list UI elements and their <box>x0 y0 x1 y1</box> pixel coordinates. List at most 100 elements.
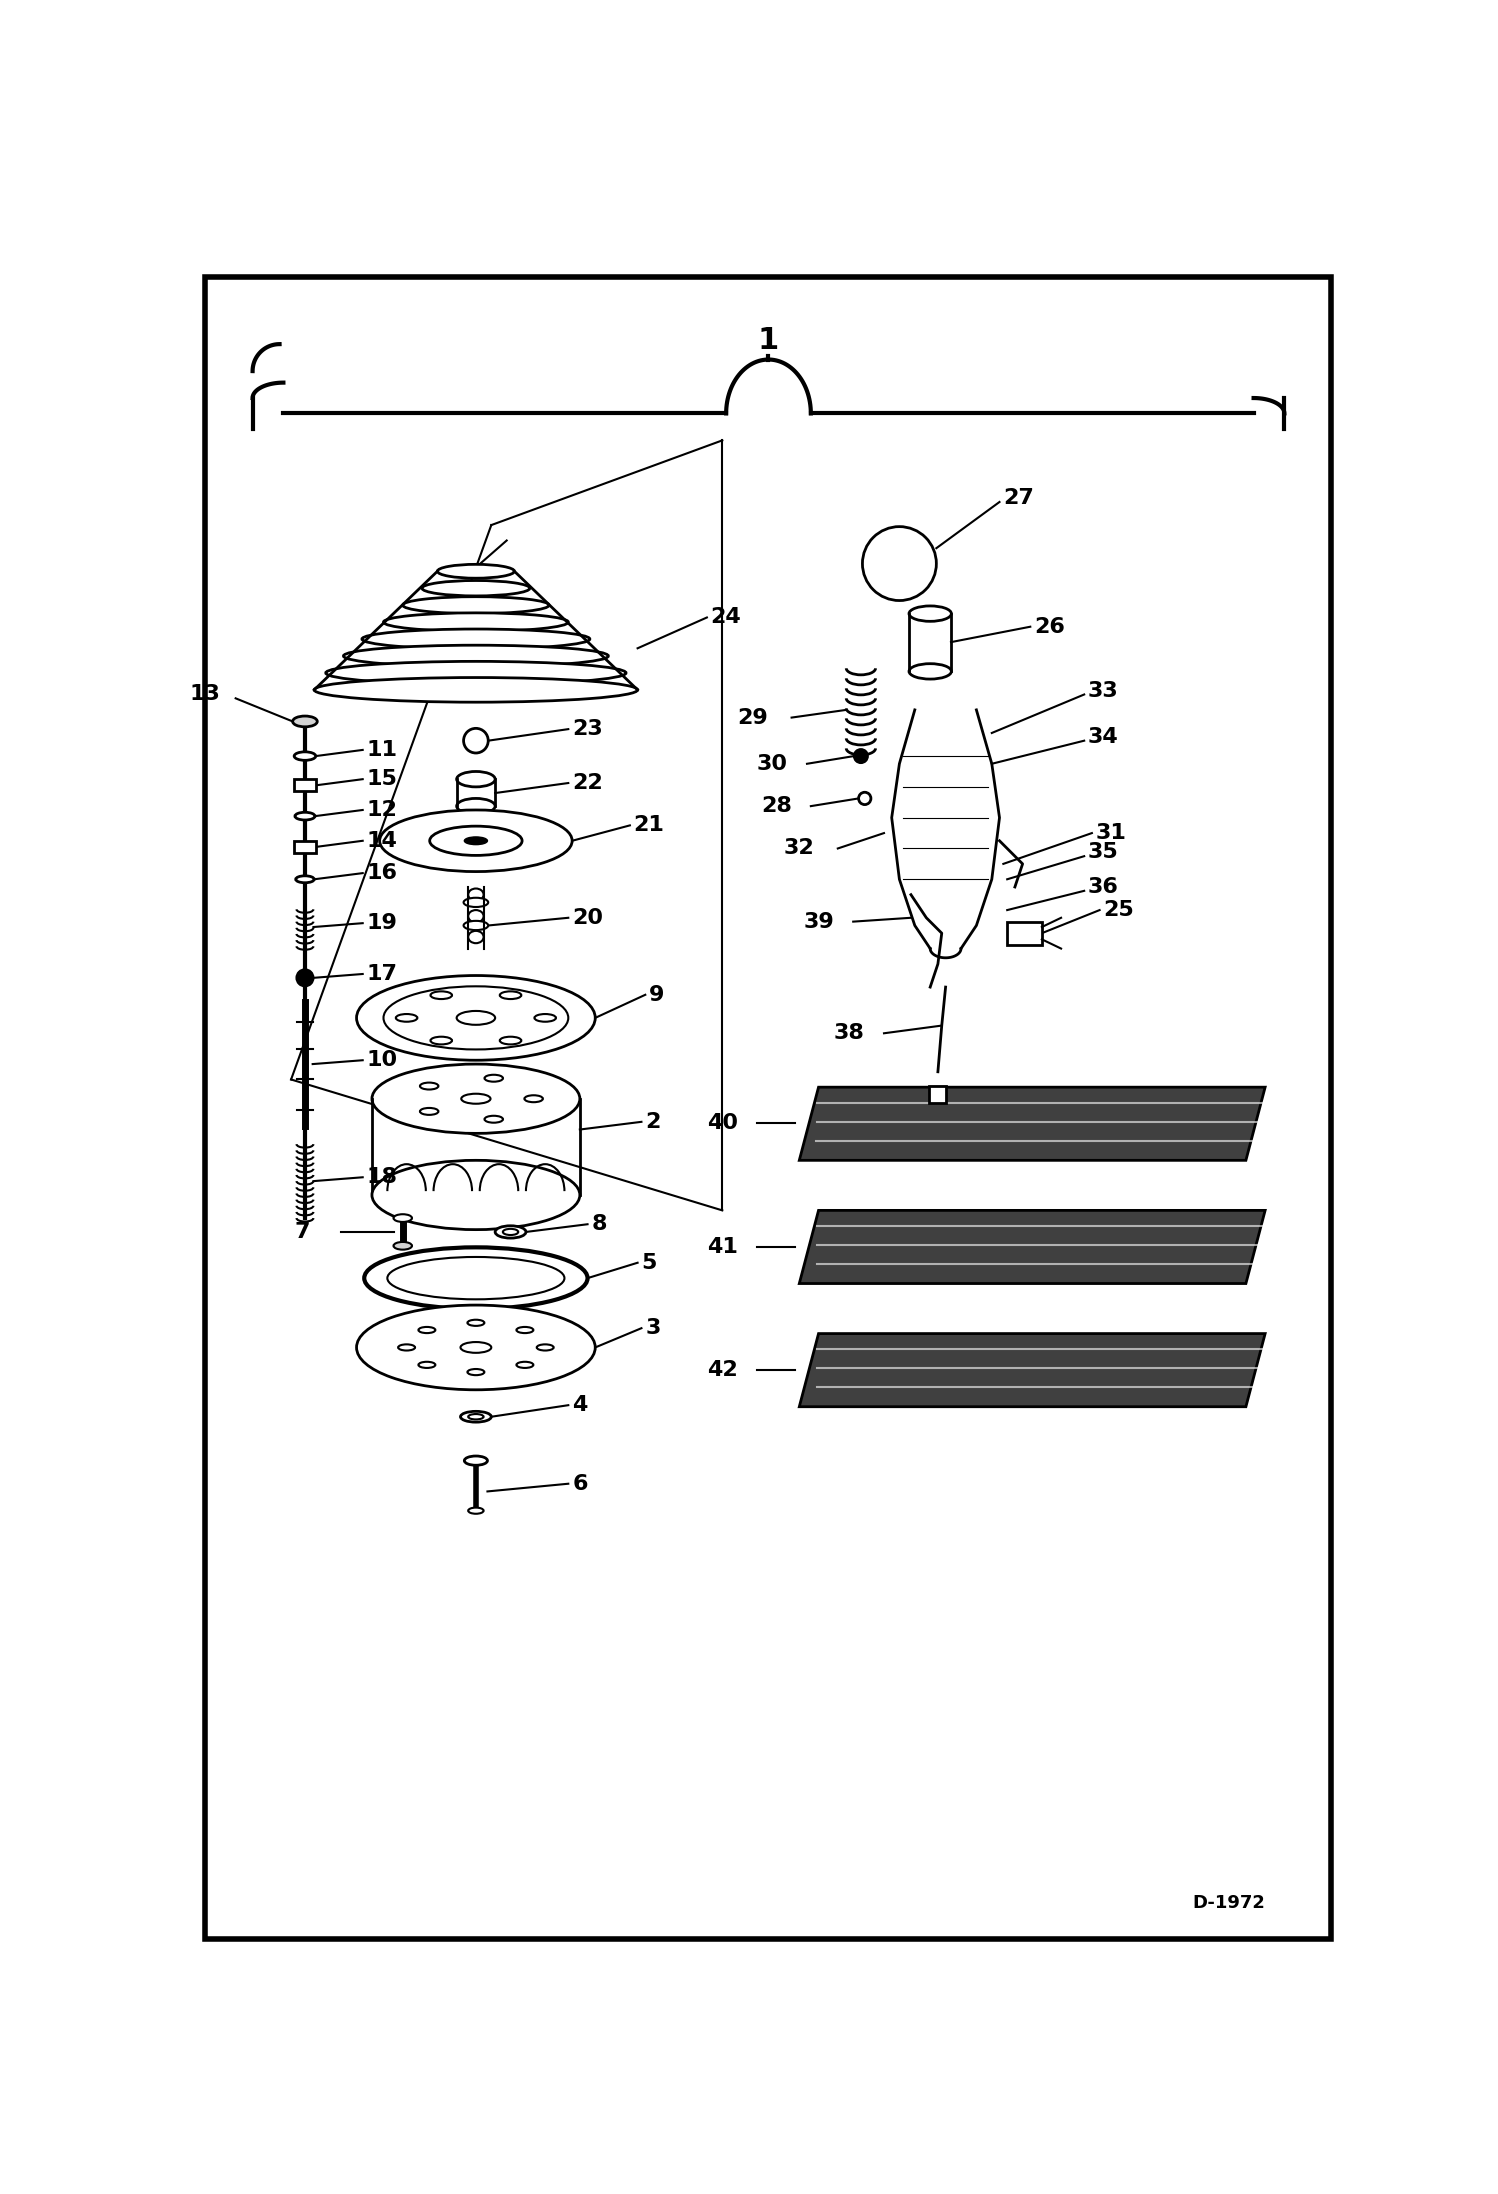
Ellipse shape <box>517 1362 533 1367</box>
Ellipse shape <box>364 1248 587 1310</box>
Ellipse shape <box>469 889 484 902</box>
Text: 27: 27 <box>1004 487 1034 509</box>
Ellipse shape <box>383 987 568 1049</box>
Ellipse shape <box>422 581 530 597</box>
Ellipse shape <box>535 1014 556 1022</box>
Text: 25: 25 <box>1104 900 1134 919</box>
Ellipse shape <box>463 897 488 906</box>
Ellipse shape <box>469 911 484 921</box>
Ellipse shape <box>383 612 568 632</box>
Bar <box>929 1086 945 1104</box>
Ellipse shape <box>419 1082 439 1090</box>
Ellipse shape <box>372 1064 580 1134</box>
Circle shape <box>463 728 488 753</box>
Ellipse shape <box>430 827 523 856</box>
Text: 3: 3 <box>646 1319 661 1338</box>
Ellipse shape <box>464 836 487 845</box>
Ellipse shape <box>418 1327 436 1334</box>
Text: 34: 34 <box>1088 726 1119 746</box>
Ellipse shape <box>517 1327 533 1334</box>
Polygon shape <box>800 1334 1266 1406</box>
Ellipse shape <box>457 1011 496 1025</box>
Ellipse shape <box>294 753 316 761</box>
Ellipse shape <box>467 1369 484 1376</box>
Circle shape <box>858 792 870 805</box>
Bar <box>1007 921 1041 946</box>
Text: 6: 6 <box>572 1474 587 1494</box>
Text: 14: 14 <box>367 832 397 851</box>
Ellipse shape <box>394 1242 412 1251</box>
Bar <box>294 779 316 792</box>
Text: 36: 36 <box>1088 878 1119 897</box>
Ellipse shape <box>503 1229 518 1235</box>
Text: 32: 32 <box>783 838 815 858</box>
Text: 26: 26 <box>1034 617 1065 636</box>
Ellipse shape <box>461 1095 490 1104</box>
Ellipse shape <box>315 678 638 702</box>
Text: 28: 28 <box>761 796 791 816</box>
Ellipse shape <box>395 1014 418 1022</box>
Polygon shape <box>800 1211 1266 1283</box>
Text: 5: 5 <box>641 1253 656 1273</box>
Ellipse shape <box>496 1226 526 1237</box>
Ellipse shape <box>388 1257 565 1299</box>
Ellipse shape <box>500 992 521 998</box>
Text: 9: 9 <box>649 985 665 1005</box>
Ellipse shape <box>292 715 318 726</box>
Bar <box>294 840 316 853</box>
Ellipse shape <box>398 1345 415 1352</box>
Text: 33: 33 <box>1088 680 1119 700</box>
Ellipse shape <box>419 1108 439 1115</box>
Text: 2: 2 <box>646 1112 661 1132</box>
Text: 17: 17 <box>367 963 397 983</box>
Ellipse shape <box>325 660 626 685</box>
Ellipse shape <box>357 976 595 1060</box>
Circle shape <box>297 970 313 987</box>
Ellipse shape <box>469 930 484 943</box>
Ellipse shape <box>524 1095 542 1101</box>
Ellipse shape <box>295 812 315 821</box>
Ellipse shape <box>372 1161 580 1229</box>
Ellipse shape <box>295 875 315 882</box>
Text: 18: 18 <box>367 1167 397 1187</box>
Text: 38: 38 <box>834 1022 864 1044</box>
Ellipse shape <box>394 1213 412 1222</box>
Ellipse shape <box>467 1321 484 1325</box>
Text: 40: 40 <box>707 1112 739 1134</box>
Text: 11: 11 <box>367 739 397 759</box>
Ellipse shape <box>437 564 514 579</box>
Ellipse shape <box>357 1305 595 1389</box>
Text: 22: 22 <box>572 772 602 792</box>
Ellipse shape <box>460 1343 491 1354</box>
Ellipse shape <box>909 606 951 621</box>
Text: D-1972: D-1972 <box>1192 1893 1264 1913</box>
Ellipse shape <box>469 1415 484 1420</box>
Text: 31: 31 <box>1095 823 1126 842</box>
Text: 37: 37 <box>1002 1093 1032 1112</box>
Text: 35: 35 <box>1088 842 1119 862</box>
Ellipse shape <box>457 799 496 814</box>
Text: 16: 16 <box>367 862 397 884</box>
Polygon shape <box>800 1088 1266 1161</box>
Ellipse shape <box>469 1507 484 1514</box>
Ellipse shape <box>484 1117 503 1123</box>
Ellipse shape <box>403 597 550 614</box>
Text: 4: 4 <box>572 1395 587 1415</box>
Text: 23: 23 <box>572 720 602 739</box>
Ellipse shape <box>457 772 496 788</box>
Ellipse shape <box>460 1411 491 1422</box>
Ellipse shape <box>418 1362 436 1367</box>
Ellipse shape <box>536 1345 554 1352</box>
Ellipse shape <box>379 810 572 871</box>
Text: 15: 15 <box>367 770 397 790</box>
Text: 42: 42 <box>707 1360 737 1380</box>
Ellipse shape <box>430 1038 452 1044</box>
Text: 41: 41 <box>707 1237 737 1257</box>
Text: 1: 1 <box>758 325 779 355</box>
Text: 8: 8 <box>592 1213 607 1235</box>
Circle shape <box>863 527 936 601</box>
Text: 19: 19 <box>367 913 397 932</box>
Text: 7: 7 <box>295 1222 310 1242</box>
Ellipse shape <box>430 992 452 998</box>
Text: 21: 21 <box>634 816 665 836</box>
